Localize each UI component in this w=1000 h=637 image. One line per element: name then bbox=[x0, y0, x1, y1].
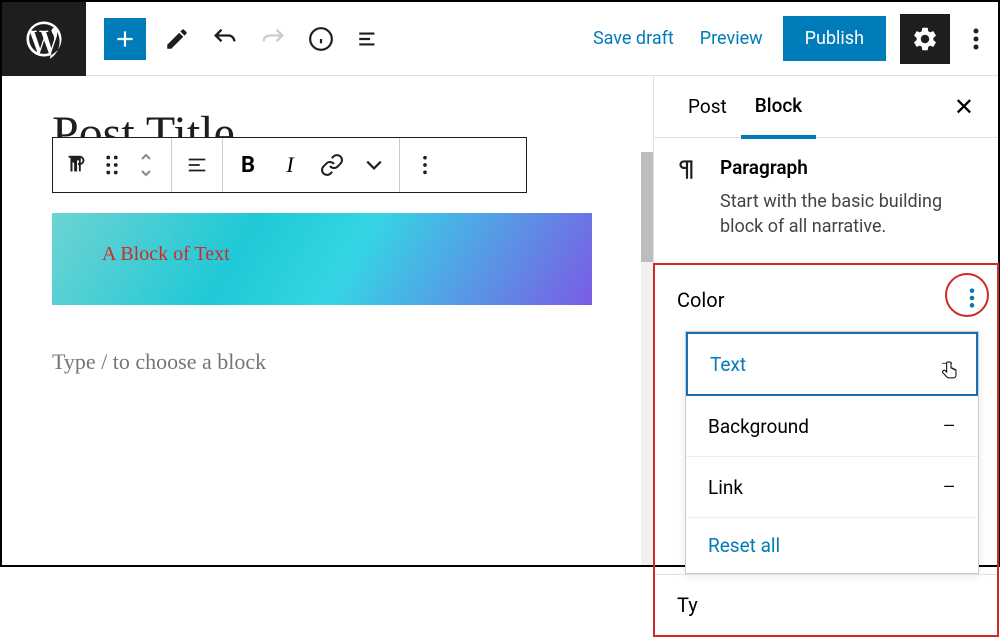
close-sidebar-icon[interactable]: ✕ bbox=[950, 89, 978, 125]
cursor-hand-icon bbox=[940, 360, 960, 384]
minus-icon: − bbox=[942, 473, 956, 501]
settings-sidebar: Post Block ✕ Paragraph Start with the ba… bbox=[653, 76, 998, 565]
paragraph-block[interactable]: A Block of Text bbox=[52, 213, 592, 305]
block-more-icon[interactable] bbox=[404, 139, 446, 191]
color-options-button[interactable] bbox=[969, 287, 975, 313]
outline-icon[interactable] bbox=[352, 22, 386, 56]
main-area: Post Title B I A Block of Text T bbox=[2, 76, 998, 565]
undo-icon[interactable] bbox=[208, 22, 242, 56]
redo-icon[interactable] bbox=[256, 22, 290, 56]
move-up-down-icon[interactable] bbox=[125, 139, 167, 191]
minus-icon: − bbox=[942, 412, 956, 440]
color-reset-all[interactable]: Reset all bbox=[686, 518, 978, 573]
color-options-dropdown: Text − Background − Link − Reset all bbox=[685, 331, 979, 574]
italic-icon[interactable]: I bbox=[269, 139, 311, 191]
tab-post[interactable]: Post bbox=[674, 77, 741, 136]
highlight-circle bbox=[945, 273, 989, 317]
color-option-link[interactable]: Link − bbox=[686, 457, 978, 518]
color-panel-title: Color bbox=[677, 288, 724, 312]
color-option-text-label: Text bbox=[710, 353, 746, 376]
color-reset-label: Reset all bbox=[708, 534, 780, 557]
publish-button[interactable]: Publish bbox=[783, 16, 886, 61]
color-option-link-label: Link bbox=[708, 476, 743, 499]
info-icon[interactable] bbox=[304, 22, 338, 56]
preview-button[interactable]: Preview bbox=[694, 20, 769, 57]
tab-block[interactable]: Block bbox=[741, 76, 816, 139]
editor-scrollbar[interactable] bbox=[641, 152, 653, 565]
align-icon[interactable] bbox=[176, 139, 218, 191]
block-type-description: Start with the basic building block of a… bbox=[720, 189, 978, 239]
block-type-name: Paragraph bbox=[720, 156, 978, 179]
toolbar-right-group: Save draft Preview Publish bbox=[587, 14, 988, 64]
save-draft-button[interactable]: Save draft bbox=[587, 20, 680, 57]
bold-icon[interactable]: B bbox=[227, 139, 269, 191]
link-icon[interactable] bbox=[311, 139, 353, 191]
editor-canvas: Post Title B I A Block of Text T bbox=[2, 76, 653, 565]
color-option-background[interactable]: Background − bbox=[686, 396, 978, 457]
drag-handle-icon[interactable] bbox=[99, 139, 125, 191]
toolbar-left-group bbox=[86, 18, 386, 60]
typography-panel-title[interactable]: Ty bbox=[655, 574, 997, 635]
color-option-text[interactable]: Text − bbox=[686, 332, 978, 396]
add-block-button[interactable] bbox=[104, 18, 146, 60]
top-toolbar: Save draft Preview Publish bbox=[2, 2, 998, 76]
block-appender[interactable]: Type / to choose a block bbox=[52, 349, 645, 375]
settings-button[interactable] bbox=[900, 14, 950, 64]
sidebar-tabs: Post Block ✕ bbox=[654, 76, 998, 138]
paragraph-icon bbox=[674, 156, 702, 239]
color-option-background-label: Background bbox=[708, 415, 809, 438]
color-panel: Color Text − Background − Link bbox=[653, 263, 999, 637]
block-info-panel: Paragraph Start with the basic building … bbox=[654, 138, 998, 264]
paragraph-content: A Block of Text bbox=[102, 243, 230, 265]
paragraph-type-icon[interactable] bbox=[57, 139, 99, 191]
more-menu-icon[interactable] bbox=[964, 26, 988, 52]
edit-mode-icon[interactable] bbox=[160, 22, 194, 56]
wordpress-logo[interactable] bbox=[2, 2, 86, 76]
block-toolbar: B I bbox=[52, 137, 527, 193]
more-formatting-icon[interactable] bbox=[353, 139, 395, 191]
